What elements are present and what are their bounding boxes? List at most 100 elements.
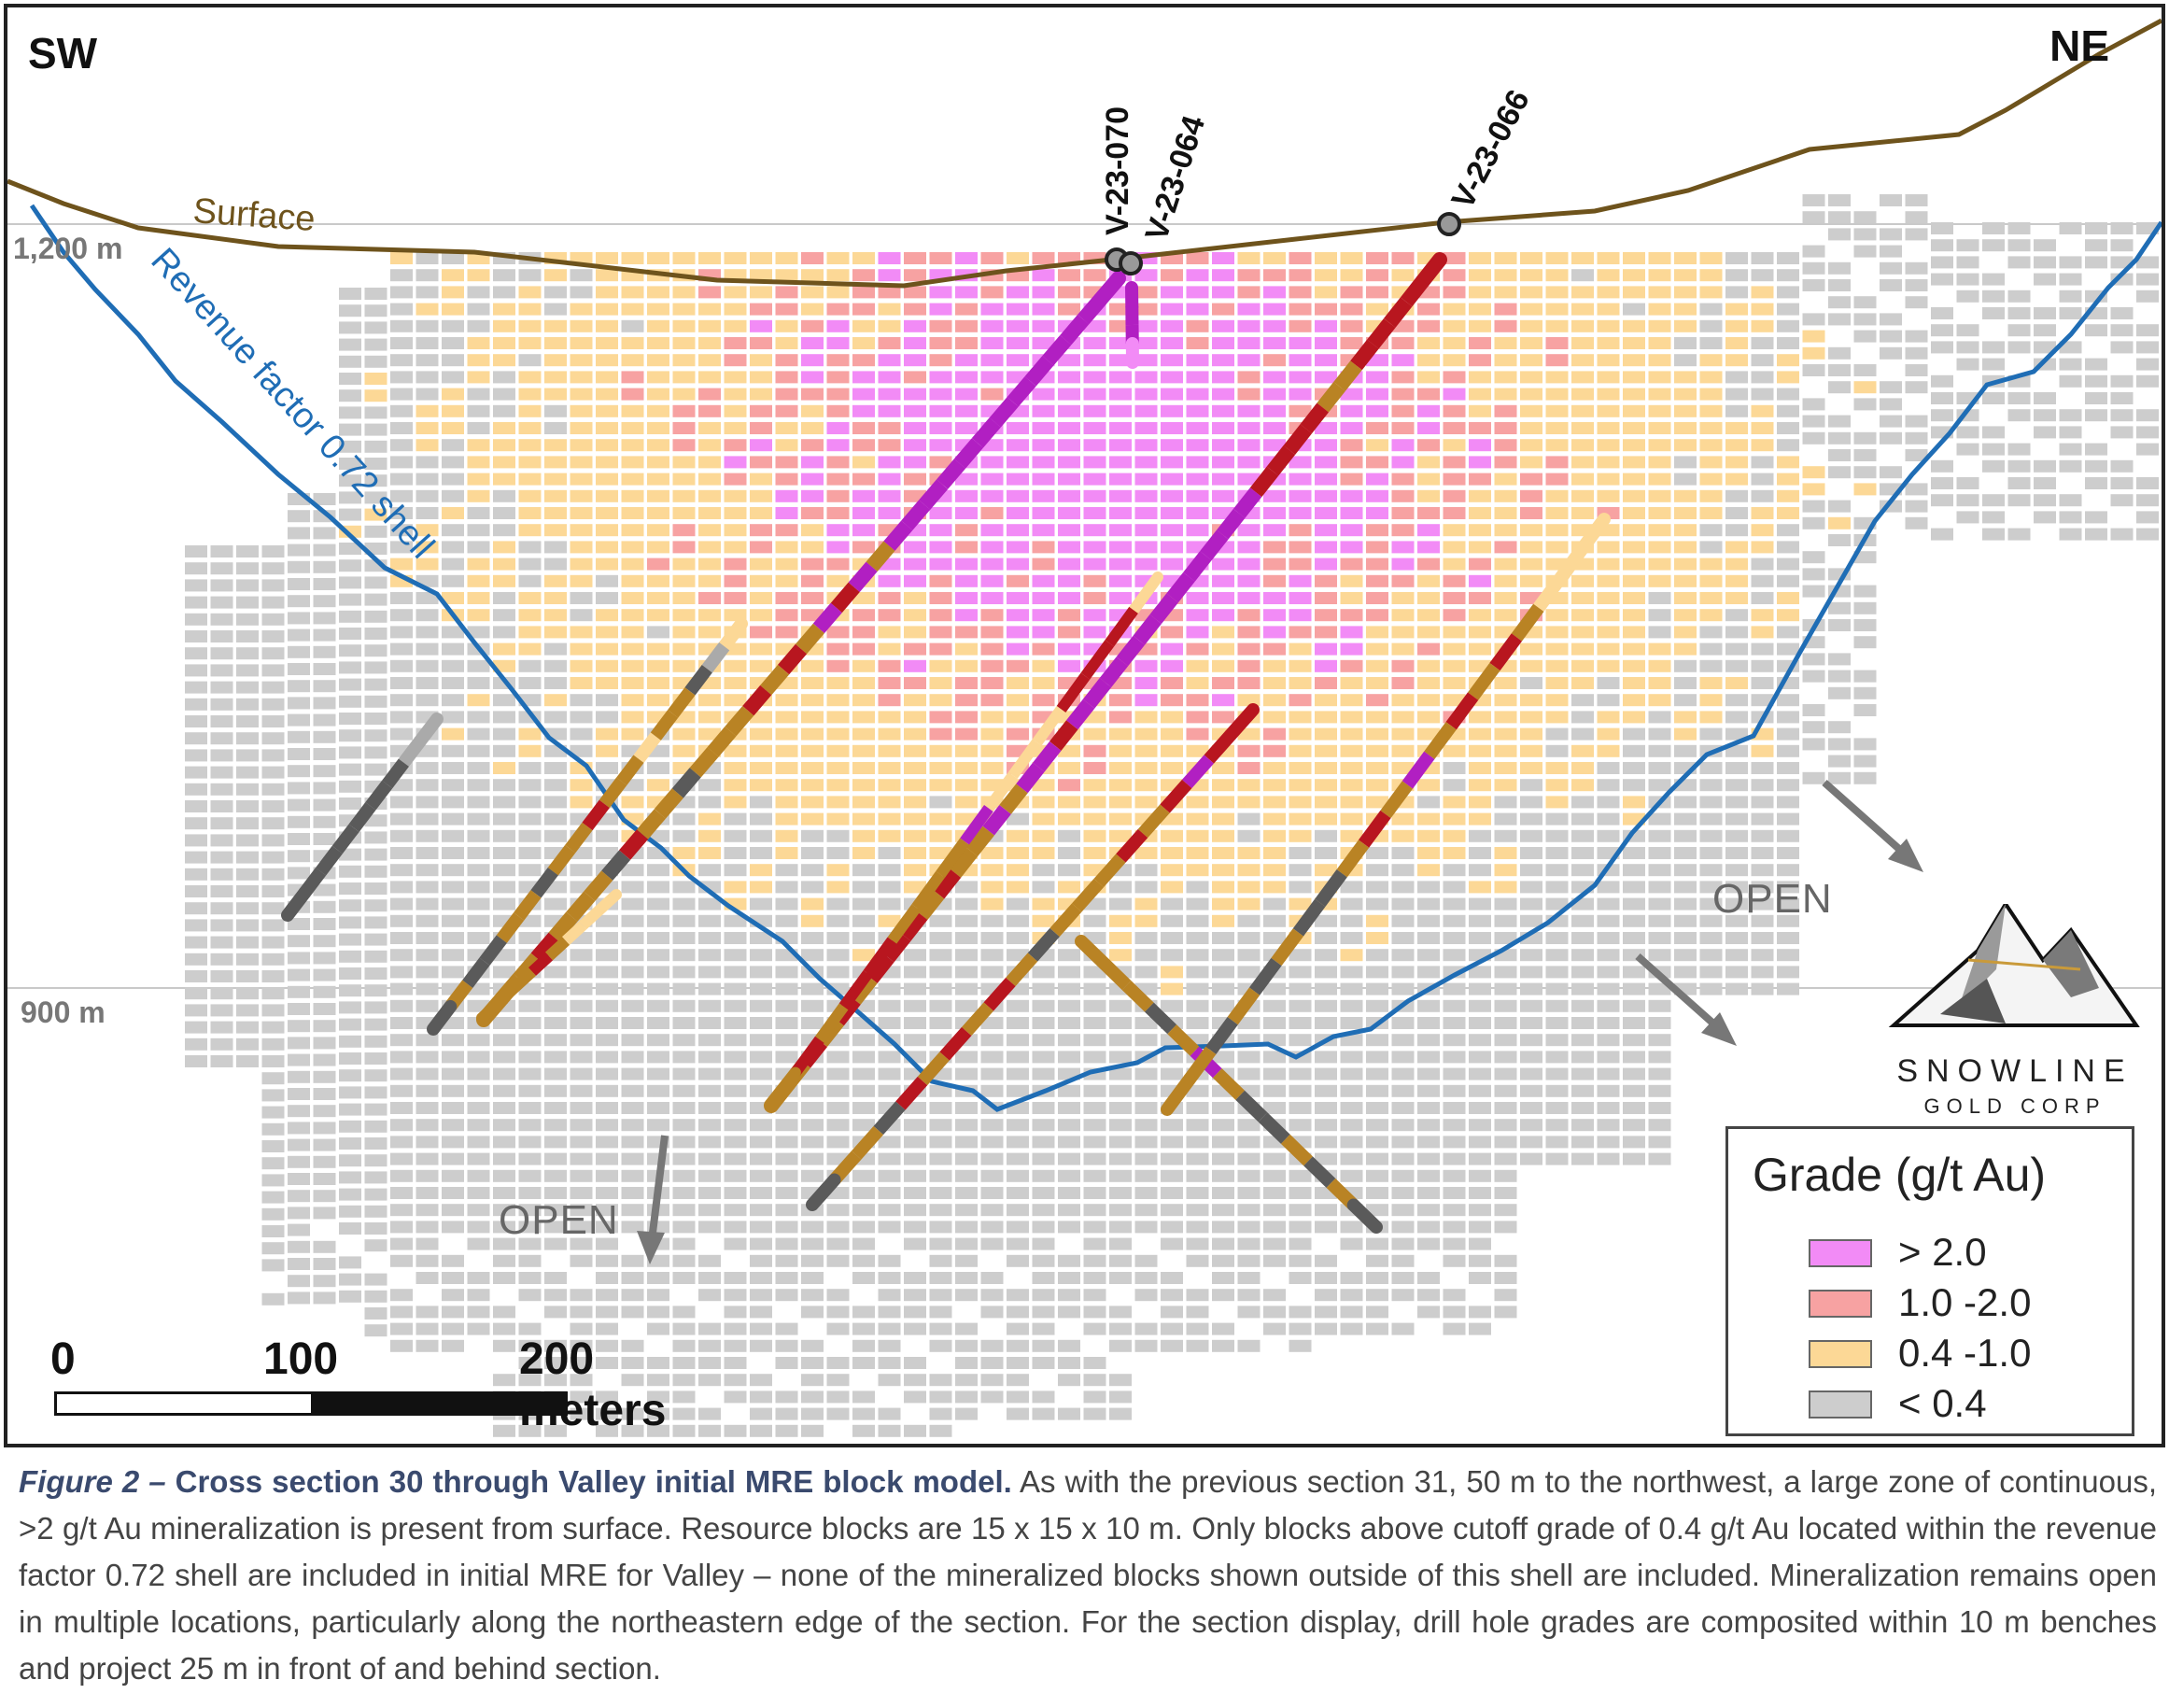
resource-block [1109, 1102, 1132, 1114]
resource-block [364, 967, 387, 980]
resource-block [339, 1273, 361, 1286]
resource-block [878, 507, 901, 519]
resource-block [1032, 286, 1055, 299]
resource-block [2136, 494, 2159, 507]
resource-block [1263, 1084, 1286, 1097]
resource-block [596, 677, 618, 689]
legend-label: 0.4 -1.0 [1898, 1331, 2032, 1375]
resource-block [621, 1254, 644, 1267]
hole-segment [462, 957, 490, 989]
resource-block [775, 354, 798, 367]
resource-block [236, 868, 259, 881]
resource-block [1417, 659, 1440, 672]
resource-block [1083, 541, 1106, 554]
resource-block [1571, 1102, 1594, 1114]
resource-block [1340, 1306, 1363, 1319]
resource-block [1417, 829, 1440, 842]
resource-block [621, 1152, 644, 1165]
resource-block [1751, 642, 1774, 656]
resource-block [1751, 659, 1774, 672]
resource-block [313, 765, 336, 778]
resource-block [1931, 477, 1953, 489]
resource-block [1469, 727, 1491, 741]
resource-block [1007, 473, 1029, 486]
resource-block [236, 715, 259, 727]
resource-block [185, 1055, 207, 1067]
resource-block [364, 628, 387, 640]
hole-segment [873, 1101, 906, 1136]
resource-block [390, 966, 413, 979]
resource-block [1751, 847, 1774, 859]
resource-block [1956, 289, 1979, 303]
resource-block [980, 388, 1004, 401]
resource-block [904, 881, 926, 894]
resource-block [467, 439, 490, 452]
resource-block [185, 715, 207, 727]
resource-block [980, 1204, 1004, 1217]
resource-block [1777, 881, 1799, 894]
resource-block [467, 677, 490, 689]
resource-block [1648, 694, 1671, 707]
resource-block [1366, 966, 1388, 979]
resource-block [1366, 1169, 1388, 1182]
resource-block [775, 1289, 798, 1302]
resource-block [1186, 1237, 1209, 1250]
resource-block [544, 574, 567, 587]
resource-block [775, 966, 798, 979]
resource-block [1597, 422, 1620, 434]
resource-block [1109, 456, 1132, 469]
resource-block [339, 1086, 361, 1099]
resource-block [724, 1136, 747, 1149]
resource-block [339, 508, 361, 521]
resource-block [1802, 194, 1825, 206]
resource-block [698, 1407, 721, 1420]
resource-block [1263, 727, 1286, 741]
resource-block [1597, 744, 1620, 757]
resource-block [1109, 592, 1132, 604]
revenue-shell-line [29, 204, 2162, 1112]
resource-block [1777, 847, 1799, 859]
resource-block [261, 987, 285, 1000]
resource-block [570, 1034, 593, 1047]
resource-block [724, 286, 747, 299]
resource-block [1007, 1204, 1029, 1217]
resource-block [261, 919, 285, 932]
resource-block [621, 932, 644, 944]
resource-block [288, 1053, 310, 1066]
resource-block [518, 337, 542, 349]
resource-block [1366, 1306, 1388, 1319]
resource-block [852, 354, 875, 367]
resource-block [1032, 1254, 1055, 1267]
resource-block [1109, 439, 1132, 452]
resource-block [1340, 1237, 1363, 1250]
resource-block [1315, 439, 1337, 452]
resource-block [852, 677, 875, 689]
resource-block [1880, 381, 1902, 394]
resource-block [1674, 812, 1697, 826]
resource-block [1161, 1339, 1183, 1352]
hole-segment [636, 809, 666, 840]
resource-block [672, 489, 696, 502]
resource-block [2110, 392, 2134, 404]
resource-block [467, 1084, 490, 1097]
resource-block [261, 783, 285, 796]
resource-block [1366, 677, 1388, 689]
resource-block [442, 677, 464, 689]
resource-block [544, 269, 567, 282]
resource-block [647, 1357, 669, 1369]
resource-block [647, 999, 669, 1012]
resource-block [826, 1067, 850, 1080]
resource-block [1751, 269, 1774, 282]
resource-block [672, 303, 696, 316]
hole-segment [1317, 381, 1345, 413]
resource-block [288, 952, 310, 965]
resource-block [904, 1357, 926, 1369]
resource-block [1212, 1272, 1234, 1284]
resource-block [621, 711, 644, 724]
resource-block [672, 439, 696, 452]
open-label-bottom: OPEN [499, 1197, 619, 1243]
resource-block [1391, 1136, 1415, 1149]
resource-block [1931, 256, 1953, 269]
resource-block [1161, 829, 1183, 842]
resource-block [236, 987, 259, 1000]
